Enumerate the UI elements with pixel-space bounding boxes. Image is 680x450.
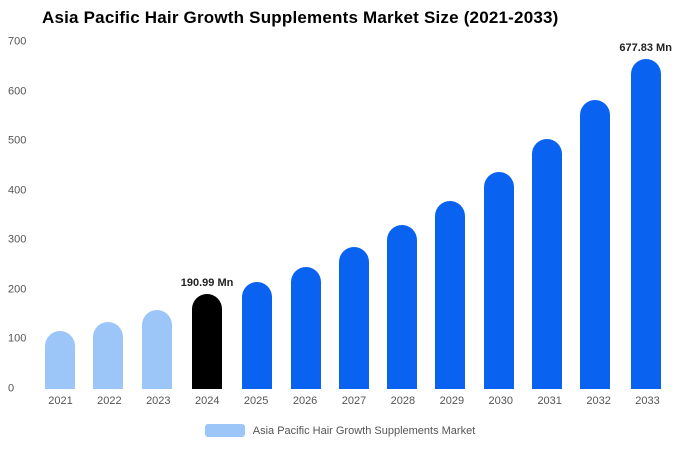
x-tick-label-2022: 2022 <box>97 395 122 407</box>
x-tick-label-2025: 2025 <box>243 395 269 407</box>
bar-column-2028 <box>378 42 426 389</box>
y-tick-label: 700 <box>8 35 27 48</box>
y-tick-label: 600 <box>8 85 27 98</box>
x-tick-label-2027: 2027 <box>341 395 367 407</box>
x-tick-label-2030: 2030 <box>488 395 513 407</box>
chart-title: Asia Pacific Hair Growth Supplements Mar… <box>42 8 559 27</box>
legend-label: Asia Pacific Hair Growth Supplements Mar… <box>252 424 476 437</box>
x-axis: 2021 2022 2023 2024 2025 2026 2027 2028 2029 2030… <box>36 395 672 407</box>
y-tick-label: 100 <box>8 332 27 345</box>
y-tick-label: 0 <box>8 382 15 395</box>
bar-column-2029 <box>426 42 474 389</box>
bar-column-2025 <box>233 42 281 389</box>
x-tick-label-2028: 2028 <box>390 395 416 407</box>
x-tick-label-2031: 2031 <box>537 395 562 407</box>
x-tick-label-2033: 2033 <box>635 395 660 407</box>
y-tick-label: 500 <box>8 134 27 147</box>
bar-2022 <box>93 321 124 389</box>
bar-2033 <box>630 59 661 389</box>
y-tick-label: 400 <box>8 184 27 197</box>
bar-2027 <box>338 247 369 389</box>
y-axis: 0 100 200 300 400 500 600 700 <box>8 36 34 394</box>
x-tick-label-2026: 2026 <box>292 395 318 407</box>
x-tick-label-2024: 2024 <box>194 395 220 407</box>
x-tick-label-2029: 2029 <box>439 395 465 407</box>
x-tick-label-2023: 2023 <box>146 395 171 407</box>
x-tick-label-2032: 2032 <box>586 395 611 407</box>
bar-2026 <box>290 267 321 389</box>
bar-column-2024: 190.99 Mn <box>180 42 234 389</box>
y-tick-label: 200 <box>8 283 27 296</box>
bar-2024 <box>192 294 223 389</box>
bar-column-2021 <box>36 42 84 389</box>
bar-column-2023 <box>133 42 181 389</box>
bar-2030 <box>483 172 514 389</box>
bar-2031 <box>531 138 562 389</box>
bar-column-2022 <box>84 42 132 389</box>
bar-column-2031 <box>523 42 571 389</box>
bar-value-label-2024: 190.99 Mn <box>180 277 234 290</box>
x-tick-label-2021: 2021 <box>48 395 73 407</box>
bar-column-2030 <box>475 42 523 389</box>
legend-swatch <box>204 424 245 437</box>
legend: Asia Pacific Hair Growth Supplements Mar… <box>0 424 680 437</box>
bar-column-2026 <box>282 42 330 389</box>
bar-column-2033: 677.83 Mn <box>619 42 672 389</box>
bar-2032 <box>580 100 611 389</box>
y-tick-label: 300 <box>8 233 27 246</box>
bar-2029 <box>435 200 466 389</box>
plot-area: 190.99 Mn 677.83 Mn <box>36 42 672 389</box>
bar-2021 <box>45 330 76 389</box>
bar-2023 <box>141 309 172 389</box>
bar-value-label-2033: 677.83 Mn <box>619 42 672 54</box>
bar-2025 <box>242 282 273 389</box>
bar-column-2032 <box>571 42 619 389</box>
bar-2028 <box>387 225 418 389</box>
bar-column-2027 <box>330 42 378 389</box>
